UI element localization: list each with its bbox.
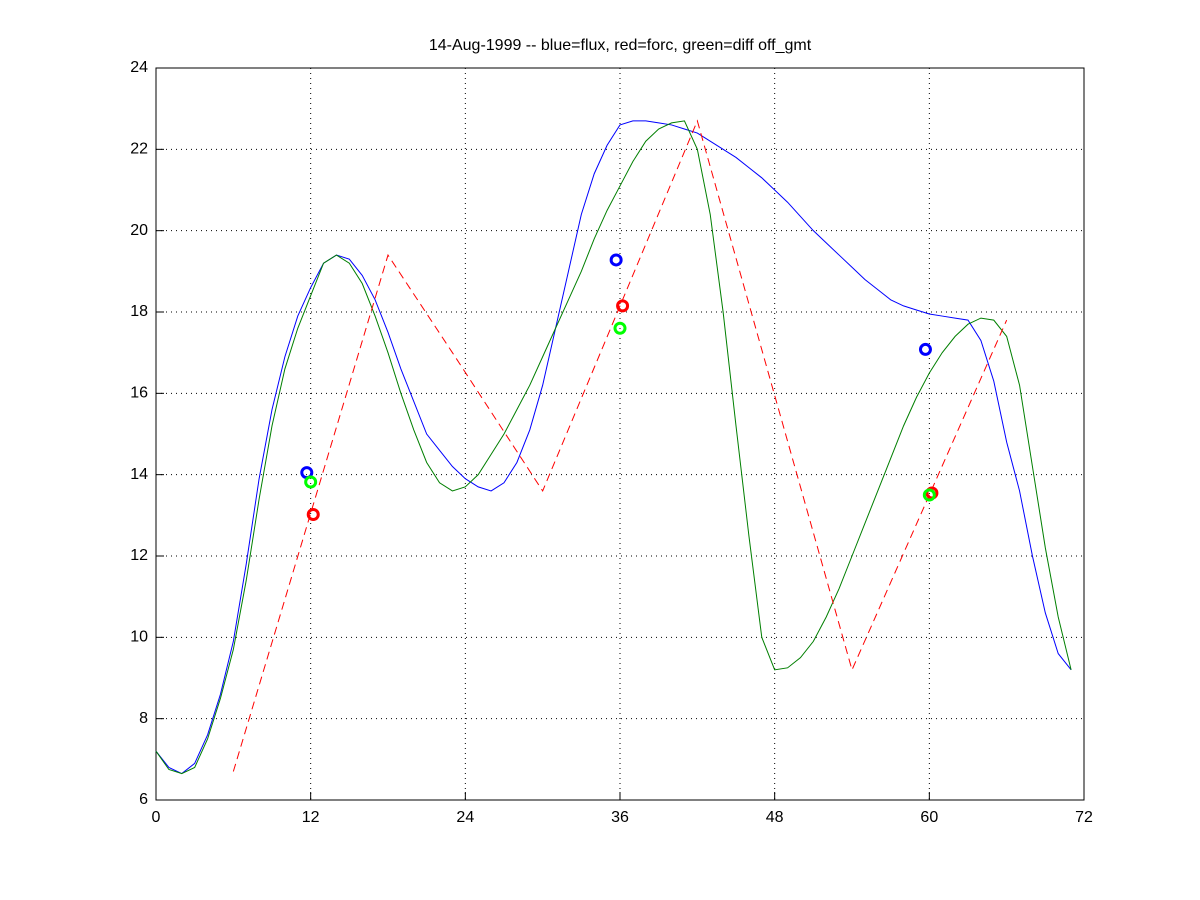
series-line [155, 120, 1072, 775]
y-tick-label: 16 [130, 385, 148, 402]
x-tick-label: 60 [920, 809, 938, 826]
chart-title: 14-Aug-1999 -- blue=flux, red=forc, gree… [429, 37, 812, 54]
y-tick-label: 10 [130, 629, 148, 646]
marker [304, 475, 318, 489]
y-tick-label: 22 [130, 141, 148, 158]
y-tick-label: 18 [130, 303, 148, 320]
x-tick-label: 12 [302, 809, 320, 826]
y-tick-label: 14 [130, 466, 148, 483]
y-tick-label: 24 [130, 59, 148, 76]
series-line [232, 119, 1008, 772]
marker [609, 253, 623, 267]
marker [306, 508, 320, 522]
series-line [155, 120, 1072, 775]
y-tick-label: 6 [139, 791, 148, 808]
marker [922, 488, 936, 502]
marker [613, 321, 627, 335]
marker [918, 342, 932, 356]
x-tick-label: 48 [766, 809, 784, 826]
x-tick-label: 0 [152, 809, 161, 826]
x-tick-label: 24 [456, 809, 474, 826]
marker [616, 299, 630, 313]
y-tick-label: 20 [130, 222, 148, 239]
x-tick-label: 36 [611, 809, 629, 826]
x-tick-label: 72 [1075, 809, 1093, 826]
y-tick-label: 12 [130, 547, 148, 564]
y-tick-label: 8 [139, 710, 148, 727]
plot-frame [155, 67, 1085, 801]
